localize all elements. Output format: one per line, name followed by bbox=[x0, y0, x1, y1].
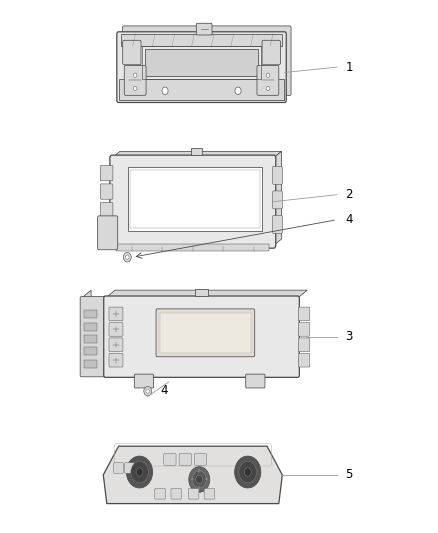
Bar bbox=[84, 323, 97, 330]
FancyBboxPatch shape bbox=[273, 215, 283, 233]
FancyBboxPatch shape bbox=[171, 488, 181, 499]
Bar bbox=[195, 289, 208, 296]
FancyBboxPatch shape bbox=[298, 353, 310, 367]
Polygon shape bbox=[106, 290, 307, 298]
Bar bbox=[117, 245, 269, 251]
Circle shape bbox=[127, 456, 152, 488]
FancyBboxPatch shape bbox=[156, 309, 255, 357]
FancyBboxPatch shape bbox=[188, 488, 199, 499]
FancyBboxPatch shape bbox=[123, 41, 141, 64]
FancyBboxPatch shape bbox=[110, 155, 276, 248]
Bar bbox=[130, 169, 260, 229]
FancyBboxPatch shape bbox=[109, 338, 123, 352]
Bar bbox=[145, 49, 258, 76]
Circle shape bbox=[239, 462, 257, 483]
FancyBboxPatch shape bbox=[155, 488, 165, 499]
FancyBboxPatch shape bbox=[104, 296, 299, 377]
FancyBboxPatch shape bbox=[246, 374, 265, 388]
FancyBboxPatch shape bbox=[125, 463, 134, 473]
FancyBboxPatch shape bbox=[204, 488, 215, 499]
FancyBboxPatch shape bbox=[117, 32, 286, 102]
Circle shape bbox=[192, 471, 206, 488]
Circle shape bbox=[136, 468, 143, 477]
FancyBboxPatch shape bbox=[109, 353, 123, 367]
FancyBboxPatch shape bbox=[80, 296, 107, 377]
FancyBboxPatch shape bbox=[124, 66, 146, 95]
FancyBboxPatch shape bbox=[123, 26, 291, 95]
Bar bbox=[119, 79, 285, 100]
FancyBboxPatch shape bbox=[134, 374, 153, 388]
Circle shape bbox=[235, 456, 261, 488]
FancyBboxPatch shape bbox=[262, 41, 280, 64]
FancyBboxPatch shape bbox=[179, 454, 191, 465]
Text: 3: 3 bbox=[346, 330, 353, 343]
FancyBboxPatch shape bbox=[100, 165, 113, 181]
FancyBboxPatch shape bbox=[273, 166, 283, 184]
Circle shape bbox=[126, 255, 129, 260]
Circle shape bbox=[162, 87, 168, 94]
Circle shape bbox=[266, 73, 270, 77]
FancyBboxPatch shape bbox=[298, 307, 310, 321]
FancyBboxPatch shape bbox=[298, 338, 310, 352]
Circle shape bbox=[235, 87, 241, 94]
FancyBboxPatch shape bbox=[100, 184, 113, 199]
FancyBboxPatch shape bbox=[164, 454, 176, 465]
FancyBboxPatch shape bbox=[196, 23, 212, 35]
FancyBboxPatch shape bbox=[100, 221, 113, 236]
Circle shape bbox=[131, 462, 148, 483]
Text: 2: 2 bbox=[346, 188, 353, 201]
Circle shape bbox=[146, 389, 149, 393]
Bar bbox=[141, 46, 261, 79]
FancyBboxPatch shape bbox=[194, 454, 207, 465]
Circle shape bbox=[134, 73, 137, 77]
Text: 5: 5 bbox=[346, 469, 353, 481]
Polygon shape bbox=[81, 290, 91, 375]
FancyBboxPatch shape bbox=[100, 203, 113, 217]
FancyBboxPatch shape bbox=[273, 191, 283, 209]
Bar bbox=[191, 148, 202, 155]
Bar bbox=[84, 360, 97, 368]
Circle shape bbox=[144, 386, 152, 396]
Text: 4: 4 bbox=[346, 213, 353, 226]
Text: 1: 1 bbox=[346, 61, 353, 74]
Polygon shape bbox=[274, 151, 282, 246]
Bar bbox=[121, 34, 283, 46]
Polygon shape bbox=[103, 446, 283, 504]
FancyBboxPatch shape bbox=[298, 322, 310, 336]
Polygon shape bbox=[112, 151, 282, 158]
FancyBboxPatch shape bbox=[98, 216, 118, 250]
Bar bbox=[128, 167, 262, 231]
Circle shape bbox=[189, 467, 210, 492]
Bar bbox=[159, 313, 251, 352]
FancyBboxPatch shape bbox=[109, 307, 123, 321]
Bar bbox=[84, 335, 97, 343]
FancyBboxPatch shape bbox=[114, 463, 124, 473]
Bar bbox=[84, 310, 97, 318]
Circle shape bbox=[124, 253, 131, 262]
Circle shape bbox=[266, 86, 270, 91]
FancyBboxPatch shape bbox=[109, 322, 123, 336]
Circle shape bbox=[134, 86, 137, 91]
Text: 4: 4 bbox=[161, 384, 168, 398]
Bar bbox=[84, 348, 97, 355]
FancyBboxPatch shape bbox=[257, 66, 279, 95]
Circle shape bbox=[244, 468, 251, 477]
Circle shape bbox=[196, 475, 203, 484]
